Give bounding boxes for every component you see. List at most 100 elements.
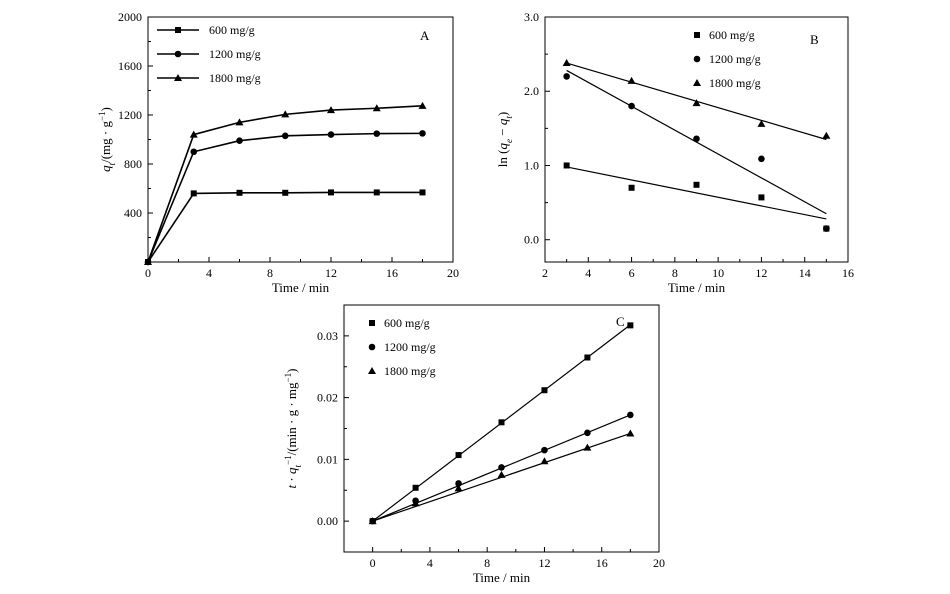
- data-point: [693, 135, 700, 143]
- legend-label: 600 mg/g: [384, 316, 430, 330]
- series-line: [147, 191, 423, 263]
- data-point: [144, 258, 152, 265]
- legend-entry: 1800 mg/g: [368, 364, 436, 378]
- data-point: [368, 517, 377, 525]
- legend-marker: [174, 74, 182, 81]
- x-tick-label: 20: [653, 556, 665, 570]
- data-point: [626, 429, 635, 437]
- data-point: [189, 130, 198, 138]
- data-point: [498, 419, 505, 426]
- y-tick-label: 0.02: [317, 391, 338, 405]
- panel-letter: C: [616, 314, 625, 329]
- legend-label: 1800 mg/g: [709, 76, 761, 90]
- panel-letter: B: [810, 32, 819, 47]
- x-tick-label: 16: [386, 266, 398, 280]
- legend-label: 1800 mg/g: [384, 364, 436, 378]
- data-point: [412, 484, 419, 491]
- panel-b: 2 4 6 8 10 12 14 16 0.0 1.0 2.0 3.0 Time / min ln (qe…: [495, 10, 854, 295]
- y-tick-label: 2000: [118, 10, 142, 24]
- data-point: [419, 130, 426, 137]
- legend-label: 1200 mg/g: [209, 47, 261, 61]
- x-axis-label: Time / min: [272, 280, 330, 295]
- x-tick-label: 0: [145, 266, 151, 280]
- fit-line: [566, 166, 827, 220]
- data-point: [540, 457, 549, 465]
- legend-entry: 1800 mg/g: [157, 71, 261, 85]
- legend-label: 1200 mg/g: [709, 52, 761, 66]
- data-point: [236, 137, 243, 145]
- series-square: [145, 189, 426, 265]
- data-point: [584, 354, 591, 361]
- y-tick-label: 1200: [118, 108, 142, 122]
- legend-marker: [368, 343, 376, 351]
- series-circle: [563, 69, 830, 232]
- data-point: [190, 190, 197, 197]
- legend-marker: [174, 50, 182, 58]
- data-point: [541, 446, 548, 454]
- data-point: [327, 131, 335, 138]
- data-point: [627, 76, 636, 84]
- data-point: [562, 59, 571, 67]
- x-tick-label: 16: [596, 556, 608, 570]
- legend-entry: 600 mg/g: [157, 23, 255, 37]
- series-circle: [369, 411, 634, 525]
- x-tick-label: 2: [542, 266, 548, 280]
- x-tick-label: 8: [672, 266, 678, 280]
- data-point: [373, 130, 381, 137]
- data-point: [372, 104, 381, 112]
- x-tick-label: 12: [755, 266, 767, 280]
- x-tick-label: 12: [325, 266, 337, 280]
- data-point: [454, 484, 463, 492]
- data-point: [190, 148, 198, 156]
- data-point: [563, 73, 570, 80]
- legend-label: 1800 mg/g: [209, 71, 261, 85]
- panel-letter: A: [420, 28, 430, 43]
- y-axis-label: qt/(mg · g−1): [97, 107, 117, 172]
- y-tick-label: 1.0: [524, 158, 539, 172]
- data-point: [584, 429, 591, 437]
- y-tick-label: 0.03: [317, 329, 338, 343]
- data-point: [418, 101, 427, 109]
- legend-marker: [693, 55, 701, 63]
- legend-entry: 1200 mg/g: [157, 47, 261, 61]
- x-tick-label: 4: [427, 556, 433, 570]
- series-line: [147, 105, 423, 263]
- data-point: [419, 189, 426, 196]
- legend-marker: [175, 27, 181, 33]
- legend-label: 600 mg/g: [709, 28, 755, 42]
- panel-a: 0 4 8 12 16 20 400 800 1200 1600 2000 Time / min qt/…: [97, 10, 459, 295]
- data-point: [411, 499, 420, 507]
- data-point: [498, 464, 505, 471]
- x-tick-label: 16: [842, 266, 854, 280]
- y-tick-label: 800: [124, 157, 142, 171]
- legend-label: 600 mg/g: [209, 23, 255, 37]
- data-point: [628, 184, 635, 191]
- data-point: [327, 106, 335, 114]
- data-point: [823, 225, 830, 232]
- x-tick-label: 4: [206, 266, 212, 280]
- x-tick-label: 20: [447, 266, 459, 280]
- legend-marker: [693, 79, 701, 86]
- data-point: [373, 189, 380, 196]
- data-point: [563, 162, 570, 169]
- legend-marker: [368, 367, 376, 374]
- data-point: [822, 131, 831, 139]
- series-triangle: [562, 59, 831, 141]
- x-tick-label: 12: [538, 556, 550, 570]
- data-point: [282, 189, 289, 196]
- legend-entry: 600 mg/g: [369, 316, 430, 330]
- data-point: [693, 181, 700, 188]
- data-point: [455, 452, 462, 459]
- series-square: [563, 162, 830, 232]
- y-tick-label: 3.0: [524, 10, 539, 24]
- data-point: [281, 110, 290, 118]
- legend-marker: [369, 320, 375, 326]
- x-tick-label: 8: [267, 266, 273, 280]
- legend-entry: 1200 mg/g: [693, 52, 761, 66]
- series-triangle: [144, 101, 427, 265]
- y-tick-label: 0.0: [524, 233, 539, 247]
- data-point: [235, 118, 244, 126]
- y-tick-label: 0.01: [317, 452, 338, 466]
- x-axis-label: Time / min: [473, 570, 531, 585]
